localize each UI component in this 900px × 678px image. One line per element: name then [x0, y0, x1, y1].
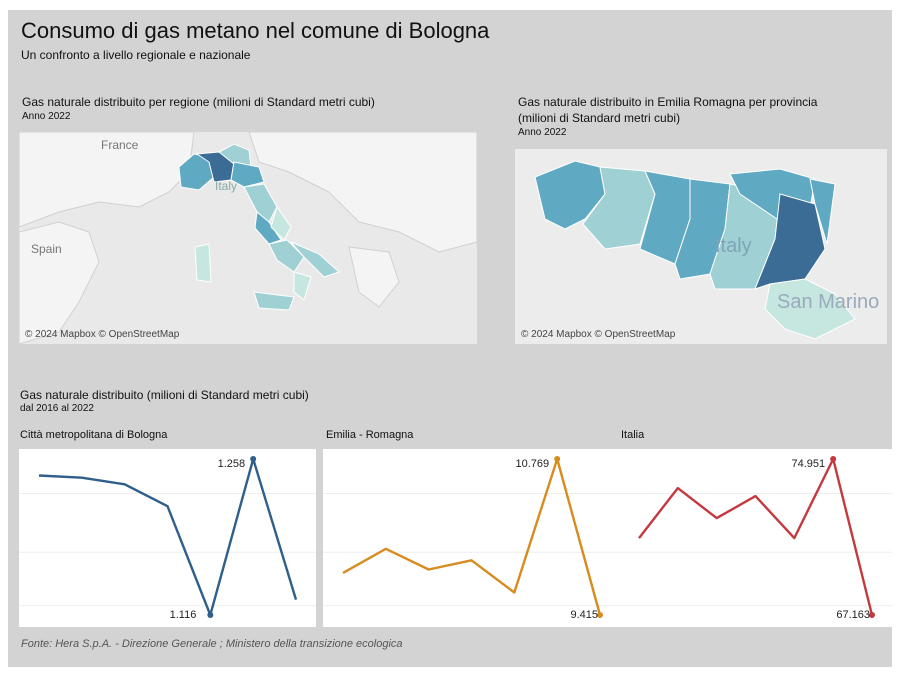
chart-title-emilia: Emilia - Romagna	[326, 429, 414, 441]
chart-title-bologna: Città metropolitana di Bologna	[20, 429, 168, 441]
chart-title-italia: Italia	[621, 429, 645, 441]
province-map-year: Anno 2022	[518, 127, 567, 138]
min-point	[597, 612, 603, 618]
lines-section-period: dal 2016 al 2022	[20, 403, 94, 414]
line-chart-italia: 74.951 67.163	[619, 456, 892, 621]
chart-panel-emilia: 10.769 9.415	[323, 449, 620, 627]
page-subtitle: Un confronto a livello regionale e nazio…	[21, 48, 251, 62]
region-map-year: Anno 2022	[22, 111, 71, 122]
province-map-title: Gas naturale distribuito in Emilia Romag…	[518, 95, 818, 109]
map-label-italy-province: Italy	[715, 235, 752, 257]
page-title: Consumo di gas metano nel comune di Bolo…	[21, 18, 490, 43]
map-label-italy: Italy	[215, 179, 238, 193]
province-map-svg	[515, 149, 887, 344]
region-map-title: Gas naturale distribuito per regione (mi…	[22, 95, 375, 109]
region-map-svg	[19, 132, 477, 344]
line-chart-emilia: 10.769 9.415	[323, 456, 620, 621]
max-data-label: 10.769	[516, 458, 550, 470]
province-map-title-2: (milioni di Standard metri cubi)	[518, 111, 681, 125]
region-map-attribution: © 2024 Mapbox © OpenStreetMap	[25, 329, 180, 340]
max-data-label: 74.951	[792, 458, 826, 470]
min-data-label: 9.415	[570, 609, 598, 621]
min-data-label: 1.116	[170, 609, 197, 621]
max-point	[250, 456, 257, 462]
line-chart-bologna: 1.258 1.116	[19, 456, 316, 621]
lines-section-title: Gas naturale distribuito (milioni di Sta…	[20, 388, 309, 402]
series-line	[38, 457, 298, 617]
province-map-attribution: © 2024 Mapbox © OpenStreetMap	[521, 329, 676, 340]
footer-source: Fonte: Hera S.p.A. - Direzione Generale …	[21, 638, 403, 650]
max-point	[830, 456, 837, 462]
map-label-spain: Spain	[31, 242, 62, 256]
chart-panel-bologna: 1.258 1.116	[19, 449, 316, 627]
min-point	[869, 612, 875, 618]
map-label-san-marino: San Marino	[777, 291, 880, 313]
min-data-label: 67.163	[836, 609, 870, 621]
min-point	[207, 612, 214, 618]
chart-panel-italia: 74.951 67.163	[619, 449, 892, 627]
series-line	[342, 457, 602, 616]
map-label-france: France	[101, 138, 139, 152]
max-data-label: 1.258	[218, 458, 246, 470]
province-map[interactable]: Italy San Marino © 2024 Mapbox © OpenStr…	[515, 149, 887, 344]
max-point	[554, 456, 561, 462]
series-line	[638, 457, 874, 616]
region-map[interactable]: France Spain Italy © 2024 Mapbox © OpenS…	[19, 132, 477, 344]
